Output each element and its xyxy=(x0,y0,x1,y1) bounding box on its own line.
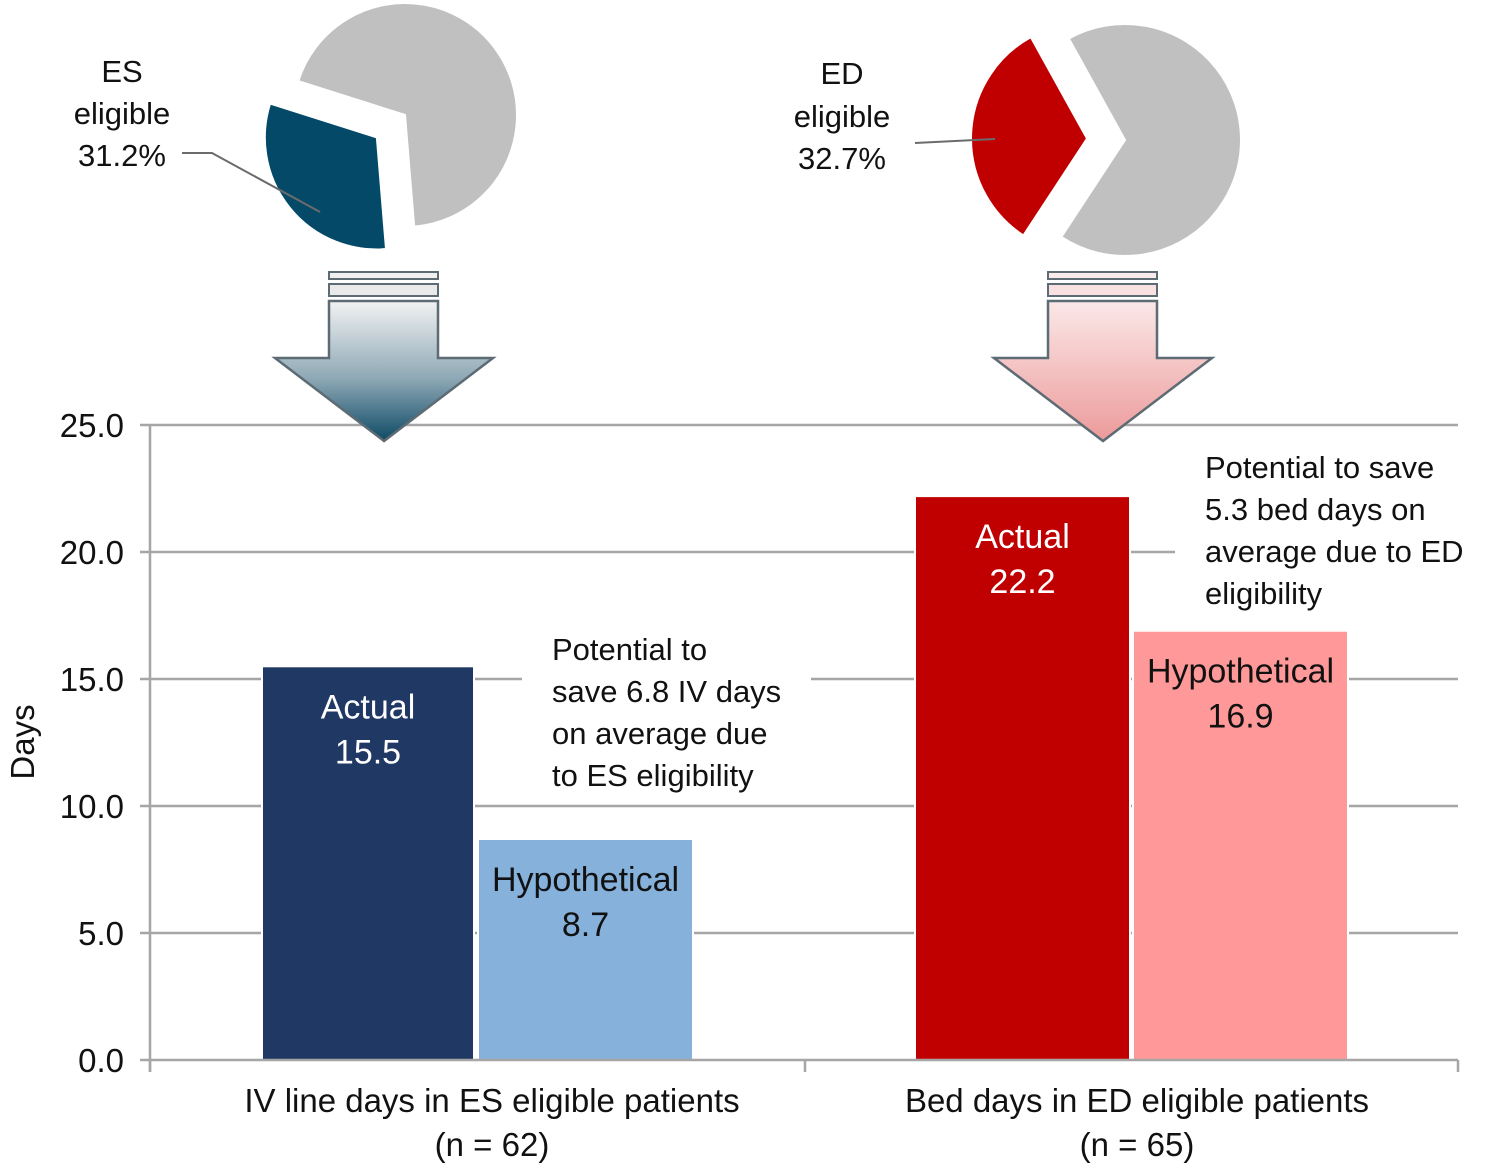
y-tick-label: 5.0 xyxy=(78,915,124,952)
bar-value-label: 8.7 xyxy=(562,906,609,944)
y-tick-label: 15.0 xyxy=(60,661,124,698)
bar-hypothetical xyxy=(1132,629,1349,1061)
annotation-line: eligibility xyxy=(1205,576,1323,611)
bar-label: Actual xyxy=(321,688,416,726)
pie-ed-label-line1: ED xyxy=(820,56,863,91)
annotation-line: 5.3 bed days on xyxy=(1205,492,1426,527)
pie-slice-eligible xyxy=(263,102,388,251)
bar-label: Actual xyxy=(975,518,1070,556)
annotation-line: Potential to xyxy=(552,632,707,667)
bars: Actual 15.5 Hypothetical 8.7 Actual 22.2 Hypot… xyxy=(261,495,1349,1062)
y-tick-label: 20.0 xyxy=(60,534,124,571)
pie-ed-label-line2: eligible xyxy=(794,99,891,134)
y-tick-label: 10.0 xyxy=(60,788,124,825)
axes: 0.0 5.0 10.0 15.0 20.0 25.0 IV line days in ES… xyxy=(60,407,1460,1163)
bar-label: Hypothetical xyxy=(492,861,679,899)
x-category-n: (n = 62) xyxy=(435,1126,550,1163)
pie-slice-other xyxy=(1059,23,1242,257)
bar-value-label: 16.9 xyxy=(1207,698,1273,736)
annotation-backdrop xyxy=(1175,444,1464,620)
pie-es-leader-line xyxy=(182,152,321,213)
bar-hypothetical xyxy=(477,838,694,1062)
pie-es-label-line3: 31.2% xyxy=(78,138,166,173)
pie-slice-other xyxy=(296,2,518,228)
arrow-down-es xyxy=(271,271,497,443)
pie-slice-eligible xyxy=(970,35,1089,237)
annotation-line: save 6.8 IV days xyxy=(552,674,781,709)
annotation-line: to ES eligibility xyxy=(552,758,754,793)
pie-es-eligible xyxy=(263,2,518,251)
pie-ed-label: ED eligible 32.7% xyxy=(794,56,996,176)
annotation-line: Potential to save xyxy=(1205,450,1434,485)
annotation-line: average due to ED xyxy=(1205,534,1464,569)
annotation-line: on average due xyxy=(552,716,767,751)
annotation-backdrop xyxy=(522,626,811,802)
pie-es-label: ES eligible 31.2% xyxy=(74,54,321,213)
pie-ed-label-line3: 32.7% xyxy=(798,141,886,176)
arrow-down-ed xyxy=(990,271,1216,443)
bar-actual xyxy=(914,495,1131,1061)
bar-label: Hypothetical xyxy=(1147,653,1334,691)
pie-es-label-line1: ES xyxy=(101,54,142,89)
x-category-n: (n = 65) xyxy=(1080,1126,1195,1163)
x-category-label: Bed days in ED eligible patients xyxy=(905,1082,1369,1119)
annotations: Potential to save 6.8 IV days on average d… xyxy=(522,444,1464,802)
y-tick-label: 0.0 xyxy=(78,1042,124,1079)
x-category-label: IV line days in ES eligible patients xyxy=(244,1082,739,1119)
pie-es-label-line2: eligible xyxy=(74,96,171,131)
pie-ed-eligible xyxy=(970,23,1242,257)
bar-actual xyxy=(261,665,475,1061)
bar-value-label: 15.5 xyxy=(335,733,401,771)
pie-ed-leader-line xyxy=(914,138,996,144)
y-axis-title: Days xyxy=(4,704,41,779)
y-tick-label: 25.0 xyxy=(60,407,124,444)
bar-value-label: 22.2 xyxy=(989,563,1055,601)
